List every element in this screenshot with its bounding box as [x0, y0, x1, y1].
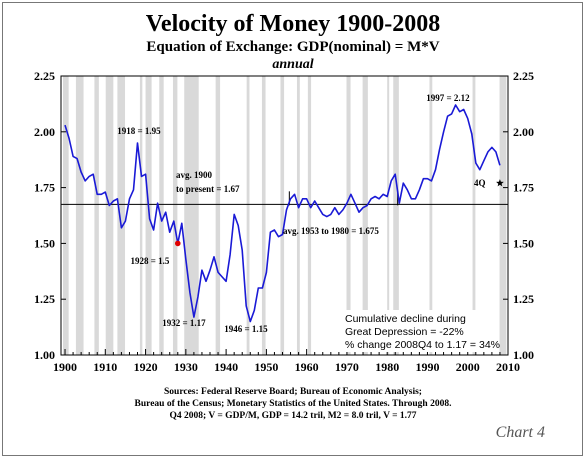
annotation-1932: 1932 = 1.17 [162, 318, 206, 328]
q4-2008-star-marker [496, 179, 504, 187]
y-tick-label-left: 1.75 [34, 181, 55, 195]
recession-shading [63, 76, 507, 355]
y-tick-label-left: 1.50 [34, 236, 55, 250]
recession-band [246, 76, 250, 355]
note-line-2: Great Depression = -22% [345, 326, 464, 338]
x-tick-label: 1970 [335, 360, 359, 374]
recession-band [429, 76, 433, 355]
x-tick-label: 1980 [375, 360, 399, 374]
chart-number-label: Chart 4 [496, 424, 545, 441]
x-tick-label: 1990 [415, 360, 439, 374]
recession-band [105, 76, 114, 355]
recession-band [184, 76, 199, 355]
note-box: Cumulative decline during Great Depressi… [340, 310, 500, 352]
y-tick-label-left: 2.00 [34, 125, 55, 139]
recession-band [117, 76, 126, 355]
x-tick-label: 1920 [134, 360, 158, 374]
chart-frame [2, 2, 583, 456]
x-tick-label: 1950 [254, 360, 278, 374]
x-tick-label: 1960 [295, 360, 319, 374]
annotation-avg1953: avg. 1953 to 1980 = 1.675 [283, 226, 379, 236]
y-tick-label-right: 2.25 [513, 69, 534, 83]
recession-band [94, 76, 99, 355]
x-tick-label: 2000 [456, 360, 480, 374]
recession-band [472, 76, 476, 355]
source-line-2: Bureau of the Census; Monetary Statistic… [135, 399, 452, 409]
x-tick-label: 1940 [214, 360, 238, 374]
annotation-1918: 1918 = 1.95 [117, 126, 161, 136]
annotation-1946: 1946 = 1.15 [224, 324, 268, 334]
y-tick-label-right: 2.00 [513, 125, 534, 139]
recession-band [280, 76, 285, 355]
recession-band [296, 76, 300, 355]
recession-band [159, 76, 164, 355]
recession-band [346, 76, 351, 355]
tick-labels: 1.00 1.00 1.25 1.25 1.50 1.50 1.75 1.75 2.00 2.00… [34, 69, 534, 374]
y-tick-label-right: 1.00 [513, 348, 534, 362]
annotation-4q: 4Q [474, 178, 486, 188]
note-box-background [340, 310, 492, 352]
x-tick-label: 1930 [174, 360, 198, 374]
note-line-1: Cumulative decline during [345, 313, 466, 325]
annotation-1997: 1997 = 2.12 [426, 93, 470, 103]
recession-band [362, 76, 368, 355]
y-tick-label-left: 2.25 [34, 69, 55, 83]
chart-subtitle: Equation of Exchange: GDP(nominal) = M*V [146, 39, 439, 55]
plot-border [60, 75, 509, 356]
recession-band [215, 76, 221, 355]
recession-band [139, 76, 143, 355]
recession-band [307, 76, 312, 355]
source-line-1: Sources: Federal Reserve Board; Bureau o… [164, 387, 422, 397]
recession-band [63, 76, 69, 355]
chart-frequency: annual [272, 57, 313, 72]
recession-band [261, 76, 266, 355]
recession-band [75, 76, 84, 355]
velocity-line [64, 104, 501, 323]
y-tick-label-right: 1.25 [513, 292, 534, 306]
y-tick-label-left: 1.25 [34, 292, 55, 306]
x-tick-label: 1910 [93, 360, 117, 374]
x-tick-label: 2010 [496, 360, 520, 374]
annotation-1928: 1928 = 1.5 [131, 256, 170, 266]
source-line-3: Q4 2008; V = GDP/M, GDP = 14.2 tril, M2 … [169, 411, 416, 421]
y-tick-label-right: 1.75 [513, 181, 534, 195]
chart-title: Velocity of Money 1900-2008 [146, 11, 440, 37]
velocity-series [64, 104, 504, 323]
y-tick-label-right: 1.50 [513, 236, 534, 250]
y-tick-label-left: 1.00 [34, 348, 55, 362]
x-tick-label: 1900 [53, 360, 77, 374]
recession-band [499, 76, 507, 355]
annotation-avg1900-line2: to present = 1.67 [176, 184, 240, 194]
annotation-avg1900-line1: avg. 1900 [176, 170, 213, 180]
recession-band [172, 76, 178, 355]
note-line-3: % change 2008Q4 to 1.17 = 34% [345, 339, 500, 351]
recession-band [393, 76, 399, 355]
point-1928 [174, 240, 181, 247]
recession-band [387, 76, 390, 355]
